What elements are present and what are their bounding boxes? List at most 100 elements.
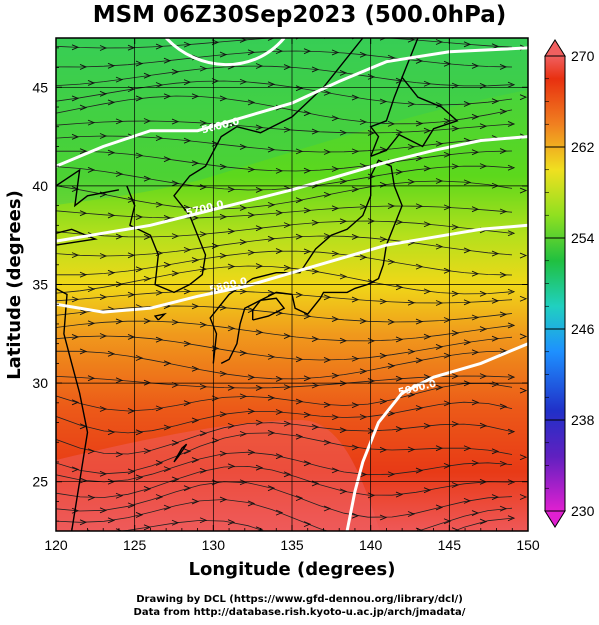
wind-arrow	[479, 373, 488, 380]
x-axis-label: Longitude (degrees)	[189, 559, 396, 580]
wind-arrow	[423, 374, 432, 380]
wind-arrow	[107, 269, 116, 276]
wind-arrow	[491, 494, 500, 501]
wind-arrow	[443, 267, 452, 274]
wind-arrow	[351, 148, 360, 155]
wind-arrow	[471, 314, 480, 321]
wind-arrow	[155, 459, 164, 466]
wind-arrow	[87, 286, 96, 293]
wind-arrow	[395, 336, 404, 343]
wind-arrow	[79, 519, 88, 526]
wind-arrow	[387, 54, 396, 61]
wind-arrow	[423, 80, 432, 87]
wind-arrow	[339, 488, 348, 495]
wind-arrow	[519, 387, 528, 394]
wind-arrow	[323, 505, 332, 512]
wind-arrow	[499, 311, 508, 318]
streamline	[56, 250, 513, 276]
wind-arrow	[143, 175, 152, 182]
wind-arrow	[155, 201, 164, 208]
wind-arrow	[499, 148, 508, 154]
wind-arrow	[407, 348, 416, 355]
streamline	[56, 465, 513, 498]
wind-arrow	[471, 149, 480, 156]
wind-arrow	[339, 427, 348, 434]
wind-arrow	[183, 204, 192, 211]
wind-arrow	[423, 487, 432, 494]
wind-arrow	[359, 119, 368, 125]
wind-arrow	[379, 446, 388, 453]
wind-arrow	[99, 406, 108, 412]
wind-arrow	[491, 43, 500, 50]
wind-arrow	[227, 519, 236, 526]
wind-arrow	[331, 250, 340, 257]
wind-arrow	[115, 528, 123, 531]
wind-arrow	[443, 518, 452, 525]
wind-arrow	[367, 218, 376, 224]
wind-arrow	[275, 248, 284, 255]
wind-arrow	[303, 375, 312, 382]
wind-arrow	[183, 246, 192, 253]
wind-arrow	[519, 295, 528, 302]
wind-arrow	[499, 460, 508, 467]
wind-arrow	[311, 219, 320, 226]
wind-arrow	[99, 507, 108, 514]
wind-arrow	[451, 527, 460, 531]
y-tick-label: 40	[32, 178, 48, 194]
wind-arrow	[351, 355, 360, 362]
coastline	[252, 297, 286, 321]
wind-arrow	[143, 275, 152, 282]
wind-arrow	[295, 356, 304, 363]
wind-arrow	[163, 93, 172, 100]
contour-line	[345, 342, 528, 531]
wind-arrow	[79, 148, 88, 155]
wind-arrow	[339, 218, 348, 225]
wind-arrow	[507, 428, 516, 435]
wind-arrow	[267, 430, 276, 436]
y-axis-label: Latitude (degrees)	[4, 190, 25, 380]
wind-arrow	[423, 127, 432, 134]
contour-line	[165, 38, 286, 67]
wind-arrow	[127, 252, 136, 259]
wind-arrow	[211, 345, 220, 352]
colorbar-tick-label: 230	[571, 503, 595, 519]
wind-arrow	[135, 266, 144, 273]
wind-arrow	[359, 318, 368, 325]
wind-arrow	[267, 38, 276, 41]
x-tick-label: 120	[44, 537, 68, 553]
wind-arrow	[199, 231, 208, 238]
wind-arrow	[199, 65, 208, 72]
wind-arrow	[435, 178, 444, 184]
wind-arrow	[311, 336, 320, 342]
wind-arrow	[71, 296, 80, 303]
wind-arrow	[387, 410, 396, 417]
wind-arrow	[323, 401, 332, 408]
wind-arrow	[311, 128, 320, 135]
wind-arrow	[415, 155, 424, 162]
wind-arrow	[491, 381, 500, 388]
wind-arrow	[479, 290, 488, 297]
streamline	[56, 499, 513, 531]
streamline	[56, 320, 513, 342]
streamline	[56, 432, 513, 475]
wind-arrow	[395, 426, 404, 432]
wind-arrow	[275, 509, 284, 516]
wind-arrow	[107, 99, 116, 106]
wind-arrow	[519, 252, 528, 259]
wind-arrow	[99, 90, 108, 97]
x-tick-label: 130	[202, 537, 226, 553]
y-tick-label: 30	[32, 375, 48, 391]
wind-arrow	[155, 82, 164, 88]
wind-arrow	[491, 335, 500, 342]
wind-arrow	[211, 479, 220, 486]
x-tick-label: 140	[359, 537, 383, 553]
wind-arrow	[87, 320, 96, 327]
wind-arrow	[267, 146, 276, 153]
y-tick-label: 25	[32, 474, 48, 490]
wind-arrow	[387, 471, 396, 478]
streamline	[56, 95, 513, 125]
wind-arrow	[435, 445, 444, 452]
wind-arrow	[191, 417, 200, 424]
wind-arrow	[339, 273, 348, 280]
wind-arrow	[359, 368, 368, 375]
